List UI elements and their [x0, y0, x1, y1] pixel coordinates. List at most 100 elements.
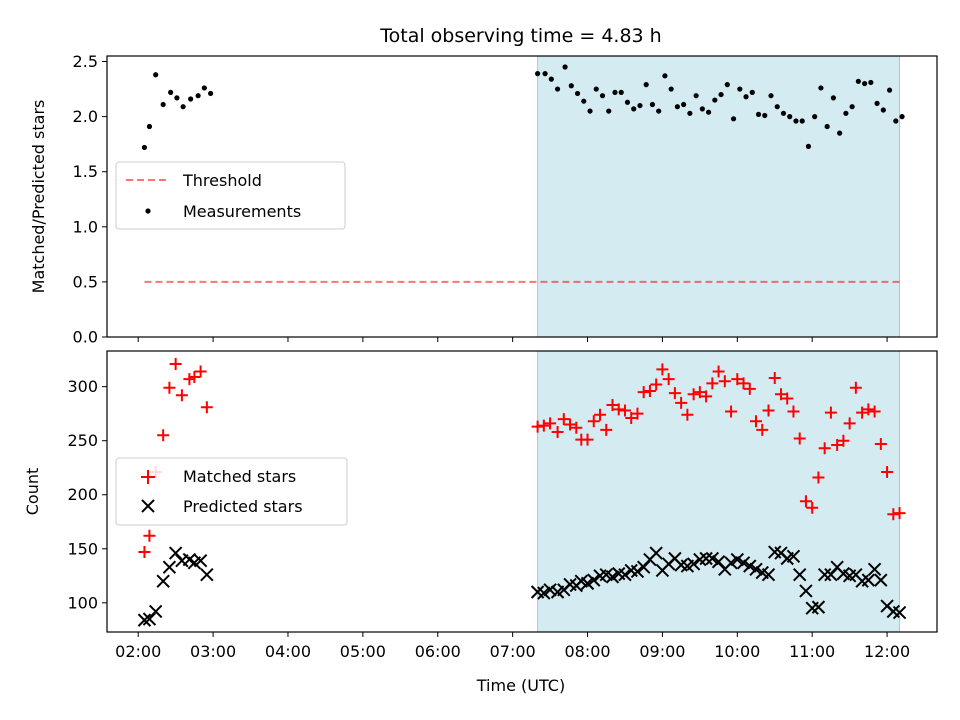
count-legend-box — [115, 457, 348, 526]
matched-stars-point — [656, 363, 669, 376]
matched-stars-point — [175, 389, 188, 402]
matched-stars-point — [849, 381, 862, 394]
predicted-stars-point — [749, 562, 763, 577]
x-tick-label: 12:00 — [864, 642, 910, 661]
matched-stars-point — [737, 377, 750, 390]
measurements-point — [548, 76, 554, 82]
matched-stars-point — [587, 415, 600, 428]
ratio-panel: 0.0 0.5 1.0 1.5 2.0 2.5 Matched/Predicted sta… — [29, 52, 938, 347]
measurements-point — [712, 97, 718, 103]
measurements-point — [899, 114, 905, 120]
predicted-stars-point — [724, 556, 738, 570]
measurements-point — [868, 79, 874, 86]
matched-stars-point — [631, 407, 644, 420]
measurements-point — [587, 108, 593, 114]
x-tick-label: 02:00 — [115, 642, 161, 661]
measurements-point — [160, 101, 166, 108]
measurements-point — [581, 98, 587, 104]
measurements-point — [574, 90, 581, 97]
matched-stars-point — [606, 399, 619, 412]
matched-stars-point — [163, 381, 176, 394]
matched-stars-point — [650, 378, 663, 391]
matched-stars-point — [594, 408, 607, 421]
measurements-point — [880, 107, 886, 113]
measurements-point — [855, 78, 861, 84]
measurements-point — [593, 86, 599, 92]
count-marks — [137, 357, 907, 627]
count-x-ticks: 02:00 03:00 04:00 05:00 06:00 07:00 08:00 09:00… — [115, 632, 910, 661]
ratio-legend-box — [115, 161, 346, 230]
predicted-stars-point — [200, 568, 214, 582]
y-tick-label: 100 — [67, 593, 98, 612]
matched-stars-point — [856, 406, 869, 419]
matched-stars-point — [544, 417, 557, 430]
measurements-point — [805, 143, 812, 149]
matched-stars-point — [706, 377, 719, 390]
y-tick-label: 150 — [67, 539, 98, 558]
matched-stars-point — [693, 386, 706, 399]
measurements-point — [535, 71, 541, 77]
count-plot-frame — [106, 350, 938, 633]
matched-stars-point — [700, 390, 713, 403]
measurements-point — [768, 93, 774, 99]
y-tick-label: 200 — [67, 485, 98, 504]
measurements-point — [180, 104, 186, 110]
predicted-stars-point — [193, 553, 208, 568]
matched-stars-point — [718, 375, 731, 388]
measurements-point — [724, 82, 730, 88]
matched-stars-point — [725, 405, 738, 418]
measurements-point — [568, 83, 574, 89]
measurements-point — [649, 101, 656, 108]
measurements-point — [787, 114, 793, 120]
matched-stars-point — [157, 429, 170, 442]
predicted-stars-point — [761, 568, 776, 582]
predicted-stars-point — [148, 604, 163, 619]
matched-stars-point — [831, 439, 844, 452]
measurements-point — [755, 111, 762, 118]
predicted-stars-point — [162, 560, 177, 574]
matched-stars-point — [887, 508, 900, 521]
matched-stars-point — [668, 387, 681, 400]
matched-stars-point — [756, 423, 769, 436]
matched-stars-point — [868, 405, 881, 418]
matched-stars-point — [564, 418, 577, 431]
measurements-point — [774, 104, 780, 110]
count-panel: 100 150 200 250 300 02:00 03:00 04:00 05:00 06:0… — [23, 350, 938, 661]
ratio-marks — [141, 64, 905, 283]
matched-stars-point — [537, 419, 550, 432]
measurements-point — [681, 101, 687, 108]
ratio-y-ticks: 0.0 0.5 1.0 1.5 2.0 2.5 — [73, 52, 107, 347]
measurements-point — [762, 112, 768, 119]
x-tick-label: 05:00 — [340, 642, 386, 661]
matched-stars-point — [793, 432, 806, 445]
predicted-stars-point — [874, 573, 888, 587]
measurements-point — [207, 90, 214, 97]
ratio-x-ticks — [137, 337, 888, 342]
x-tick-label: 08:00 — [564, 642, 610, 661]
predicted-stars-point — [743, 559, 757, 573]
predicted-stars-point — [686, 557, 701, 571]
measurements-point — [874, 100, 880, 106]
y-tick-label: 1.0 — [73, 217, 98, 236]
predicted-stars-point — [817, 568, 832, 582]
measurements-point — [837, 130, 843, 136]
measurements-point — [862, 80, 868, 87]
predicted-stars-point — [699, 551, 713, 566]
matched-stars-point — [818, 442, 831, 455]
predicted-stars-point — [587, 573, 601, 587]
count-y-axis-label: Count — [23, 468, 42, 516]
matched-stars-point — [557, 413, 570, 426]
matched-stars-point — [612, 403, 625, 416]
x-tick-label: 03:00 — [190, 642, 236, 661]
count-legend: Matched stars Predicted stars — [115, 457, 348, 526]
legend-matched-swatch — [141, 470, 155, 484]
matched-stars-point — [874, 437, 887, 450]
measurements-point — [618, 89, 624, 95]
measurements-point — [599, 93, 606, 99]
count-shaded-interval — [537, 350, 901, 633]
matched-stars-point — [712, 365, 725, 378]
predicted-stars-point — [705, 551, 720, 566]
count-y-ticks: 100 150 200 250 300 — [67, 377, 107, 612]
measurements-point — [554, 86, 561, 92]
measurements-point — [662, 73, 668, 79]
